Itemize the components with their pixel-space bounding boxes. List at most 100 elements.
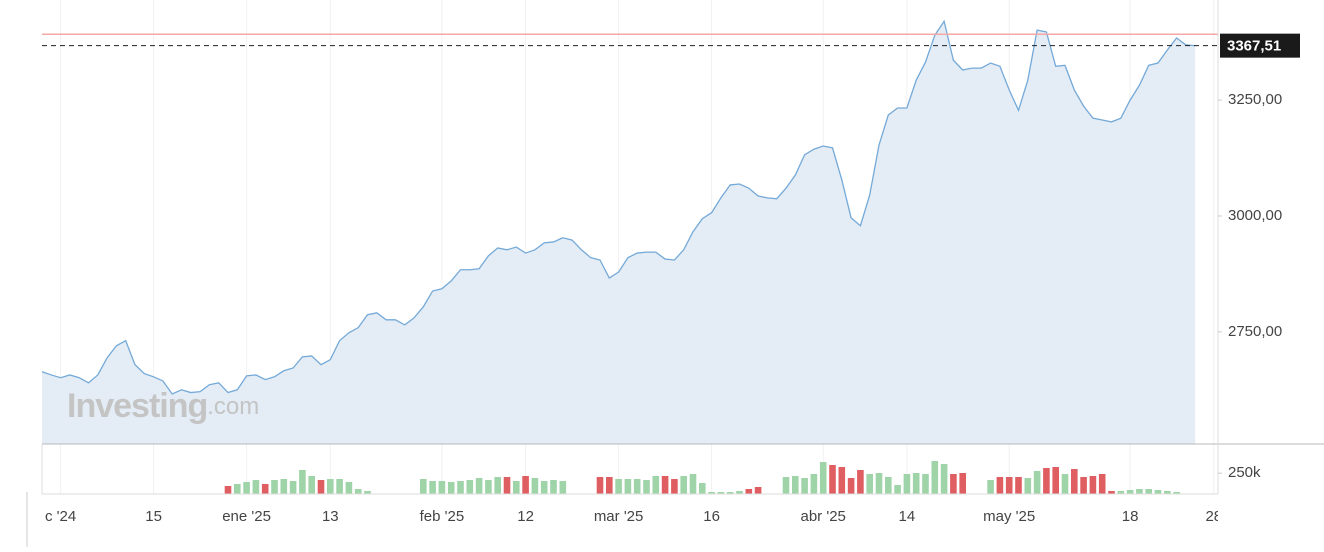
volume-bar bbox=[745, 489, 753, 494]
volume-bar bbox=[1173, 492, 1180, 494]
x-tick-label: may '25 bbox=[983, 508, 1035, 525]
volume-bar bbox=[829, 465, 836, 494]
volume-bar bbox=[754, 487, 762, 494]
volume-bar bbox=[699, 483, 706, 494]
volume-bar bbox=[1098, 474, 1106, 494]
watermark: Investing.com bbox=[67, 387, 259, 425]
volume-bar bbox=[866, 474, 873, 494]
volume-bar bbox=[922, 474, 929, 494]
volume-bar bbox=[345, 482, 353, 494]
volume-bar bbox=[1136, 489, 1143, 494]
volume-bar bbox=[671, 479, 678, 494]
volume-bar bbox=[234, 484, 241, 494]
volume-bar bbox=[615, 479, 622, 494]
y2-tick-label: 250k bbox=[1228, 464, 1261, 481]
volume-bar bbox=[885, 477, 892, 494]
volume-bar bbox=[950, 474, 957, 494]
watermark-suffix: .com bbox=[207, 393, 259, 420]
volume-bar bbox=[1052, 467, 1059, 494]
volume-bar bbox=[1089, 476, 1097, 494]
x-tick-label: c '24 bbox=[45, 508, 76, 525]
volume-bar bbox=[996, 477, 1004, 494]
volume-bar bbox=[261, 484, 269, 494]
x-tick-label: 28 bbox=[1205, 508, 1222, 525]
x-tick-label: 18 bbox=[1122, 508, 1139, 525]
volume-bar bbox=[299, 470, 306, 494]
volume-bar bbox=[931, 461, 939, 494]
volume-bar bbox=[429, 481, 436, 494]
volume-bar bbox=[457, 481, 464, 494]
volume-bar bbox=[903, 474, 911, 494]
volume-bar bbox=[1033, 471, 1041, 494]
volume-bar bbox=[531, 478, 539, 494]
volume-bar bbox=[336, 479, 343, 494]
volume-bar bbox=[912, 473, 920, 494]
volume-bar bbox=[1126, 490, 1134, 494]
volume-bar bbox=[540, 481, 548, 494]
volume-bar bbox=[736, 491, 743, 494]
volume-bar bbox=[289, 481, 297, 494]
volume-bar bbox=[606, 477, 613, 494]
volume-bar bbox=[940, 464, 948, 494]
volume-bar bbox=[494, 477, 501, 494]
volume-bar bbox=[624, 479, 632, 494]
x-tick-label: mar '25 bbox=[594, 508, 644, 525]
volume-bar bbox=[987, 480, 994, 494]
volume-bar bbox=[550, 480, 557, 494]
volume-bar bbox=[680, 476, 687, 494]
volume-bar bbox=[1061, 474, 1069, 494]
x-tick-label: 16 bbox=[703, 508, 720, 525]
volume-bar bbox=[503, 477, 511, 494]
x-tick-label: ene '25 bbox=[222, 508, 271, 525]
watermark-brand: Investing bbox=[67, 387, 207, 425]
volume-bar bbox=[485, 480, 492, 494]
volume-bar bbox=[1117, 491, 1125, 494]
volume-bar bbox=[280, 479, 288, 494]
volume-bar bbox=[252, 480, 260, 494]
volume-bar bbox=[354, 489, 362, 494]
axes: 2750,00 3000,00 3250,00 250k 3367,51 bbox=[41, 0, 1324, 495]
volume-bar bbox=[633, 479, 641, 494]
price-pane bbox=[41, 19, 1218, 444]
volume-bar bbox=[875, 473, 883, 494]
volume-bar bbox=[1005, 477, 1013, 494]
volume-bar bbox=[838, 467, 846, 494]
y-tick-label: 3000,00 bbox=[1228, 207, 1282, 224]
volume-bar bbox=[689, 474, 697, 494]
volume-bar bbox=[243, 482, 250, 494]
volume-bar bbox=[792, 476, 799, 494]
volume-bar bbox=[1071, 469, 1078, 494]
volume-bar bbox=[1108, 491, 1115, 494]
volume-bar bbox=[959, 473, 966, 494]
volume-bar bbox=[708, 492, 715, 494]
last-price-label: 3367,51 bbox=[1227, 38, 1281, 55]
price-line bbox=[41, 19, 1196, 395]
x-tick-label: 14 bbox=[899, 508, 916, 525]
volume-bar bbox=[271, 480, 278, 494]
volume-bar bbox=[438, 481, 446, 494]
volume-bar bbox=[717, 492, 725, 494]
volume-bar bbox=[317, 480, 325, 494]
volume-bar bbox=[420, 479, 427, 494]
x-tick-label: 15 bbox=[145, 508, 162, 525]
volume-bar bbox=[652, 476, 660, 494]
volume-bar bbox=[522, 476, 529, 494]
price-area bbox=[42, 21, 1196, 444]
volume-bar bbox=[661, 476, 669, 494]
volume-bar bbox=[1015, 477, 1022, 494]
volume-bar bbox=[810, 474, 818, 494]
volume-bar bbox=[1043, 468, 1050, 494]
volume-bar bbox=[801, 478, 808, 494]
volume-bar bbox=[894, 485, 901, 494]
volume-bar bbox=[643, 480, 650, 494]
volume-bar bbox=[466, 480, 474, 494]
x-axis: c '24 15 ene '25 13 feb '25 12 mar '25 16 abr '2… bbox=[45, 508, 1222, 525]
volume-bar bbox=[847, 478, 855, 494]
volume-pane bbox=[224, 461, 1180, 494]
last-price-box bbox=[1220, 33, 1300, 58]
volume-bar bbox=[819, 462, 827, 494]
volume-bar bbox=[1145, 489, 1152, 494]
volume-bar bbox=[327, 479, 334, 494]
volume-bar bbox=[475, 478, 483, 494]
